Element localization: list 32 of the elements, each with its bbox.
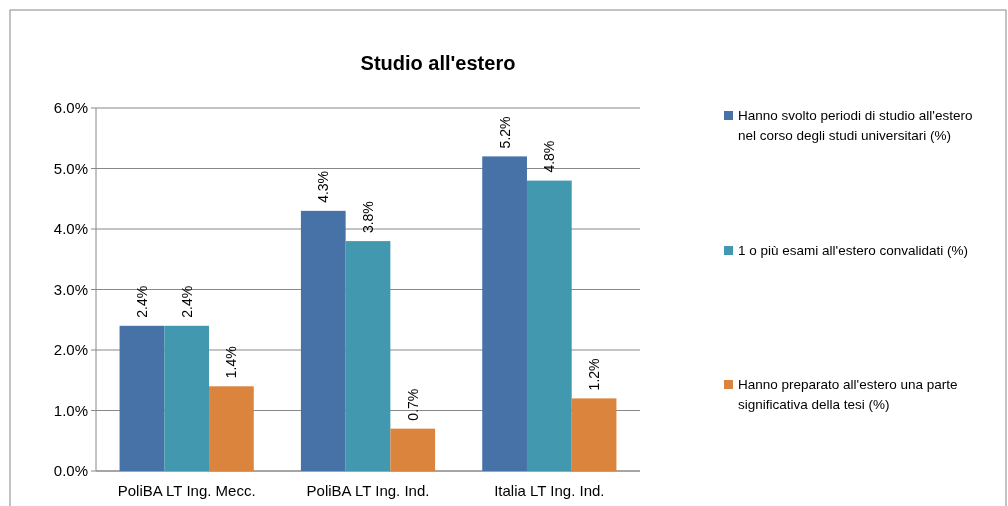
- bar: [345, 241, 391, 471]
- bar: [571, 398, 617, 471]
- legend-label: Hanno preparato all'estero una parte significativa della tesi (%): [738, 377, 958, 412]
- x-tick-label: PoliBA LT Ing. Mecc.: [117, 482, 256, 499]
- data-label: 5.2%: [496, 116, 513, 149]
- chart-title: Studio all'estero: [360, 52, 516, 74]
- data-label: 1.2%: [586, 358, 603, 391]
- data-label: 1.4%: [223, 346, 240, 379]
- bar: [119, 325, 165, 471]
- bar: [482, 156, 527, 471]
- y-tick-label: 4.0%: [53, 220, 88, 238]
- data-label: 2.4%: [178, 285, 195, 318]
- data-label: 0.7%: [404, 388, 421, 421]
- x-tick-label: Italia LT Ing. Ind.: [494, 482, 605, 499]
- data-label: 4.8%: [541, 140, 558, 173]
- y-tick-label: 2.0%: [53, 341, 88, 359]
- data-label: 2.4%: [133, 285, 150, 318]
- y-tick-label: 1.0%: [53, 401, 88, 419]
- bar: [300, 210, 346, 471]
- legend-label: Hanno svolto periodi di studio all'estero nel corso degli studi universitari (%): [738, 108, 973, 143]
- y-tick-label: 5.0%: [53, 159, 88, 177]
- bar: [390, 428, 436, 471]
- y-tick-label: 6.0%: [53, 99, 88, 117]
- legend-label: 1 o più esami all'estero convalidati (%): [738, 243, 968, 258]
- x-tick-label: PoliBA LT Ing. Ind.: [306, 482, 430, 499]
- data-label: 4.3%: [315, 170, 332, 203]
- bar: [209, 386, 254, 471]
- y-tick-label: 0.0%: [53, 462, 88, 480]
- y-tick-label: 3.0%: [53, 280, 88, 298]
- bar: [164, 325, 210, 471]
- bar: [526, 180, 572, 471]
- data-label: 3.8%: [360, 201, 376, 234]
